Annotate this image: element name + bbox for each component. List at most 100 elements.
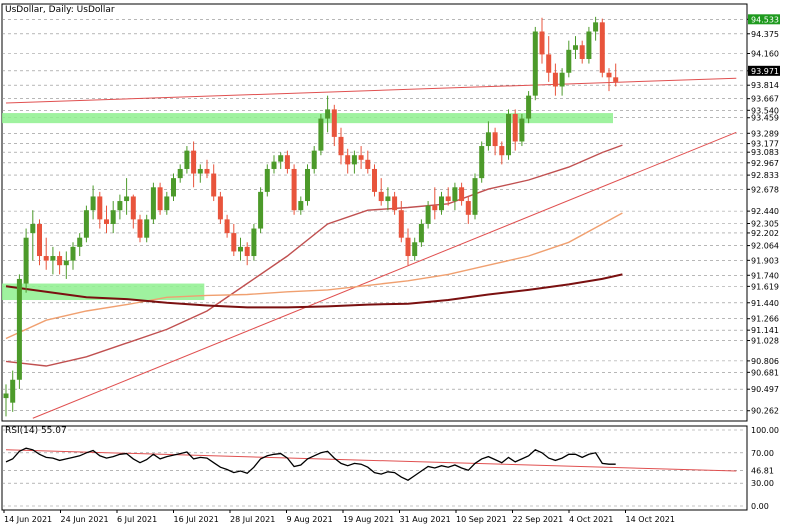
- candle-body-bull: [566, 49, 572, 73]
- x-axis-label: 31 Aug 2021: [400, 515, 451, 524]
- candle-body-bull: [271, 161, 277, 169]
- candle-body-bull: [439, 196, 444, 211]
- trendline: [5, 77, 737, 104]
- price-axis-label: 90.806: [751, 357, 779, 366]
- candle-body-bull: [90, 196, 96, 211]
- price-axis-label: 91.740: [751, 271, 779, 280]
- candle-body-bear: [217, 196, 223, 220]
- price-axis-label: 91.141: [751, 326, 779, 335]
- candle-body-bull: [164, 196, 170, 211]
- candle-body-bear: [284, 155, 290, 169]
- price-axis-label: 94.533: [751, 15, 779, 24]
- price-axis-label: 92.305: [751, 219, 779, 228]
- price-axis-label: 94.375: [751, 30, 779, 39]
- candle-body-bear: [539, 31, 545, 55]
- candle-body-bear: [345, 155, 351, 165]
- candle-body-bear: [465, 201, 471, 215]
- candle-body-bull: [472, 178, 478, 215]
- candle-body-bear: [130, 196, 136, 220]
- candle-body-bull: [532, 31, 538, 96]
- candle-body-bear: [398, 210, 404, 238]
- candle-body-bull: [418, 223, 424, 243]
- moving-average-ma_mid: [5, 212, 623, 340]
- price-axis-label: 94.160: [751, 49, 779, 58]
- candle-body-bear: [372, 168, 377, 192]
- price-axis-label: 93.667: [751, 95, 779, 104]
- price-axis-label: 92.440: [751, 207, 779, 216]
- rsi-axis-label: 100.00: [751, 426, 779, 435]
- candle-body-bull: [325, 109, 331, 119]
- candle-body-bull: [70, 246, 76, 261]
- candle-body-bear: [204, 168, 210, 174]
- price-axis-label: 93.540: [751, 106, 779, 115]
- x-axis-label: 4 Oct 2021: [569, 515, 613, 524]
- candle-body-bear: [338, 136, 344, 156]
- candle-body-bull: [479, 146, 485, 179]
- candle-body-bull: [506, 113, 511, 156]
- candle-body-bull: [485, 132, 491, 147]
- candle-body-bull: [586, 31, 592, 59]
- candle-body-bull: [593, 22, 599, 32]
- candle-body-bear: [613, 77, 619, 82]
- candle-body-bull: [318, 118, 324, 151]
- candle-body-bear: [432, 205, 438, 211]
- candle-body-bull: [425, 205, 431, 224]
- support-resistance-zone: [2, 283, 205, 301]
- candle-body-bull: [573, 45, 578, 50]
- candle-body-bull: [311, 150, 317, 169]
- candle-body-bull: [238, 246, 243, 252]
- candle-body-bear: [291, 168, 297, 211]
- rsi-axis-label: 30.00: [751, 479, 774, 488]
- candle-body-bear: [365, 159, 371, 169]
- x-axis-label: 24 Jun 2021: [61, 515, 109, 524]
- rsi-panel-frame: [1, 425, 748, 511]
- price-axis-label: 93.459: [751, 114, 779, 123]
- candle-body-bull: [10, 379, 16, 403]
- candle-body-bear: [405, 237, 411, 257]
- price-axis-label: 90.497: [751, 385, 779, 394]
- candle-body-bear: [211, 173, 217, 197]
- rsi-line: [5, 447, 616, 481]
- price-axis-label: 93.083: [751, 148, 779, 157]
- candle-body-bull: [251, 228, 257, 257]
- candle-body-bull: [83, 210, 89, 238]
- candle-body-bear: [224, 219, 230, 234]
- candle-body-bull: [278, 155, 284, 162]
- x-axis-label: 28 Jul 2021: [230, 515, 275, 524]
- candle-body-bull: [177, 168, 183, 179]
- candle-body-bull: [298, 201, 304, 211]
- candle-body-bull: [197, 168, 203, 174]
- candle-body-bull: [412, 242, 418, 257]
- price-tag-bg: [748, 65, 780, 76]
- candle-body-bear: [104, 219, 109, 224]
- price-axis-label: 93.177: [751, 140, 779, 149]
- rsi-axis-label: 0.00: [751, 502, 769, 511]
- candle-body-bull: [526, 95, 532, 119]
- candle-body-bull: [124, 196, 130, 202]
- candle-body-bear: [244, 246, 250, 257]
- candle-body-bull: [110, 210, 116, 224]
- candle-body-bull: [351, 155, 357, 165]
- candle-body-bull: [258, 191, 264, 229]
- candle-body-bear: [546, 54, 552, 73]
- price-axis-label: 91.440: [751, 299, 779, 308]
- candle-body-bear: [445, 196, 451, 202]
- rsi-label: RSI(14) 55.07: [5, 426, 67, 436]
- candle-body-bull: [50, 256, 56, 261]
- candle-body-bull: [30, 223, 36, 234]
- candle-body-bull: [264, 168, 270, 192]
- candle-body-bear: [579, 45, 585, 59]
- candle-body-bear: [331, 109, 337, 137]
- main-panel-frame: [1, 3, 748, 422]
- candle-body-bear: [392, 196, 398, 211]
- x-axis-label: 10 Sep 2021: [456, 515, 507, 524]
- price-axis-label: 92.202: [751, 229, 779, 238]
- candle-body-bear: [499, 146, 505, 156]
- candle-body-bull: [184, 150, 190, 169]
- x-axis-label: 6 Jul 2021: [117, 515, 157, 524]
- x-axis-label: 19 Aug 2021: [343, 515, 394, 524]
- candle-body-bull: [385, 196, 391, 202]
- price-axis-label: 91.619: [751, 282, 779, 291]
